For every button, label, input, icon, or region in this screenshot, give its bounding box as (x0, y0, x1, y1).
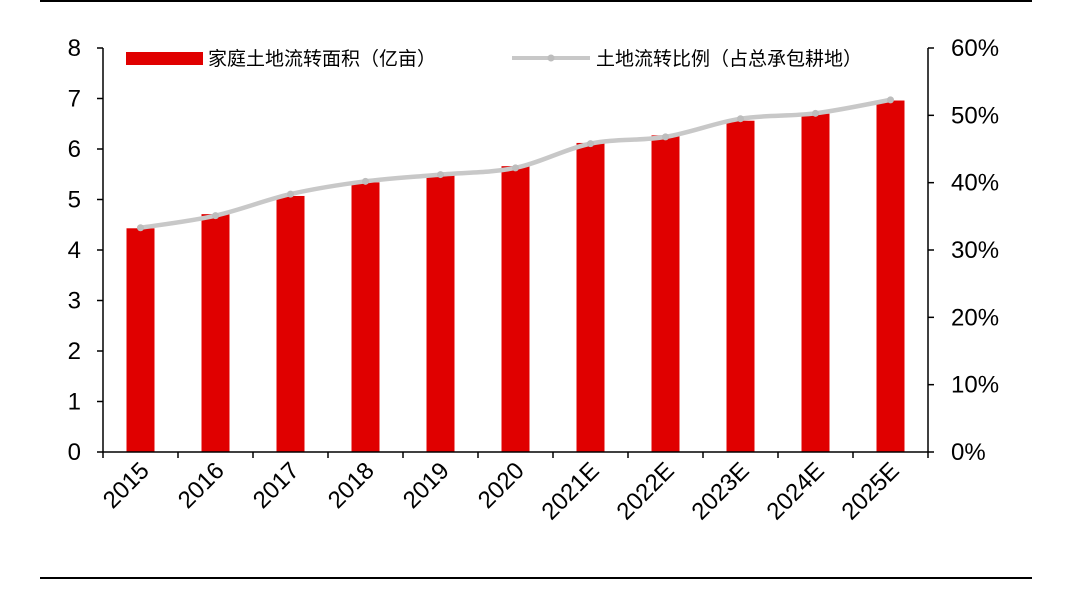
bar-2024E (801, 113, 830, 453)
legend: 家庭土地流转面积（亿亩） 土地流转比例（占总承包耕地） (126, 48, 862, 70)
bar-2023E (726, 120, 755, 452)
right-tick-label: 0% (951, 439, 986, 466)
right-tick-label: 60% (951, 35, 999, 62)
bar-2021E (576, 142, 605, 452)
left-tick-label: 7 (68, 86, 81, 113)
right-tick-label: 50% (951, 102, 999, 129)
x-tick-label-2015: 2015 (98, 457, 155, 514)
bar-2016 (201, 214, 230, 452)
x-tick-label-2017: 2017 (248, 457, 305, 514)
x-tick-label-2020: 2020 (473, 457, 530, 514)
legend-bar-swatch (126, 52, 203, 65)
bar-2022E (651, 135, 680, 453)
bar-2019 (426, 174, 455, 452)
ratio-point-2019 (437, 171, 444, 179)
ratio-point-2018 (362, 177, 369, 185)
legend-line-marker (547, 54, 555, 62)
x-tick-label-2024E: 2024E (762, 457, 830, 525)
x-tick-label-2025E: 2025E (837, 457, 905, 525)
bars-layer (126, 100, 905, 453)
ratio-point-2021E (587, 140, 594, 148)
x-tick-label-2019: 2019 (398, 457, 455, 514)
left-tick-label: 1 (68, 389, 81, 416)
bar-2018 (351, 182, 380, 452)
ratio-point-2023E (737, 115, 744, 123)
top-rule (40, 0, 1032, 2)
bar-2015 (126, 228, 155, 452)
legend-bar-label: 家庭土地流转面积（亿亩） (208, 48, 436, 70)
legend-line-label: 土地流转比例（占总承包耕地） (596, 48, 862, 70)
x-tick-label-2016: 2016 (173, 457, 230, 514)
line-layer (137, 96, 894, 232)
ratio-point-2015 (137, 224, 144, 232)
left-tick-label: 5 (68, 187, 81, 214)
left-tick-label: 6 (68, 136, 81, 163)
left-tick-label: 8 (68, 35, 81, 62)
left-tick-label: 3 (68, 288, 81, 315)
right-tick-label: 30% (951, 237, 999, 264)
bar-2025E (876, 100, 905, 453)
ratio-point-2017 (287, 190, 294, 198)
right-tick-label: 10% (951, 372, 999, 399)
x-tick-label-2018: 2018 (323, 457, 380, 514)
ratio-point-2024E (812, 109, 819, 117)
right-tick-label: 20% (951, 304, 999, 331)
right-tick-label: 40% (951, 170, 999, 197)
left-tick-label: 4 (68, 237, 81, 264)
bottom-rule (40, 577, 1032, 579)
bar-2017 (276, 195, 305, 452)
ratio-point-2025E (887, 96, 894, 104)
x-tick-label-2023E: 2023E (687, 457, 755, 525)
x-tick-label-2022E: 2022E (612, 457, 680, 525)
bar-2020 (501, 166, 530, 453)
left-tick-label: 0 (68, 439, 81, 466)
ratio-point-2022E (662, 133, 669, 141)
ratio-point-2020 (512, 164, 519, 172)
x-tick-label-2021E: 2021E (537, 457, 605, 525)
ratio-point-2016 (212, 212, 219, 220)
left-tick-label: 2 (68, 338, 81, 365)
